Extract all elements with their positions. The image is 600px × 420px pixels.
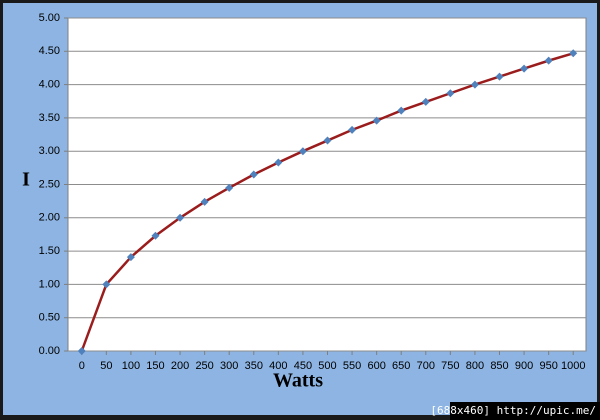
y-tick-label: 2.00 xyxy=(39,212,60,224)
marker xyxy=(200,197,209,206)
x-tick-label: 750 xyxy=(441,360,459,372)
y-tick-label: 3.50 xyxy=(39,112,60,124)
x-tick-label: 850 xyxy=(490,360,508,372)
marker xyxy=(176,213,185,222)
marker xyxy=(397,106,406,115)
marker xyxy=(249,170,258,179)
x-tick-label: 400 xyxy=(269,360,287,372)
y-tick-label: 0.00 xyxy=(39,345,60,357)
x-tick-label: 100 xyxy=(122,360,140,372)
x-tick-label: 250 xyxy=(195,360,213,372)
x-tick-label: 600 xyxy=(367,360,385,372)
marker xyxy=(323,136,332,145)
marker xyxy=(569,49,578,58)
x-tick-label: 50 xyxy=(100,360,112,372)
x-tick-label: 950 xyxy=(539,360,557,372)
x-axis-title: Watts xyxy=(273,370,323,392)
y-tick-label: 4.50 xyxy=(39,45,60,57)
marker xyxy=(446,89,455,98)
marker xyxy=(520,64,529,73)
x-tick-label: 200 xyxy=(171,360,189,372)
marker xyxy=(151,231,160,240)
x-tick-label: 1000 xyxy=(561,360,585,372)
x-tick-label: 700 xyxy=(417,360,435,372)
marker xyxy=(544,56,553,65)
x-tick-label: 650 xyxy=(392,360,410,372)
marker xyxy=(298,147,307,156)
marker xyxy=(348,125,357,134)
marker xyxy=(102,280,111,289)
y-tick-label: 1.00 xyxy=(39,278,60,290)
y-tick-label: 5.00 xyxy=(39,12,60,24)
x-tick-label: 350 xyxy=(245,360,263,372)
x-tick-label: 800 xyxy=(466,360,484,372)
marker xyxy=(470,80,479,89)
watermark: [688x460] http://upic.me/ xyxy=(430,404,596,417)
marker xyxy=(274,158,283,167)
marker xyxy=(495,72,504,81)
watermark-box xyxy=(450,402,600,420)
y-axis-title: I xyxy=(22,169,30,191)
x-tick-label: 450 xyxy=(294,360,312,372)
y-tick-label: 3.00 xyxy=(39,145,60,157)
marker xyxy=(126,253,135,262)
marker xyxy=(77,347,86,355)
x-tick-label: 500 xyxy=(318,360,336,372)
y-tick-label: 1.50 xyxy=(39,245,60,257)
marker xyxy=(372,116,381,125)
y-tick-label: 0.50 xyxy=(39,312,60,324)
x-tick-label: 0 xyxy=(79,360,85,372)
x-tick-label: 300 xyxy=(220,360,238,372)
y-tick-label: 2.50 xyxy=(39,178,60,190)
marker xyxy=(225,183,234,192)
y-tick-label: 4.00 xyxy=(39,79,60,91)
marker xyxy=(421,97,430,106)
x-tick-label: 550 xyxy=(343,360,361,372)
x-tick-label: 900 xyxy=(515,360,533,372)
x-tick-label: 150 xyxy=(146,360,164,372)
